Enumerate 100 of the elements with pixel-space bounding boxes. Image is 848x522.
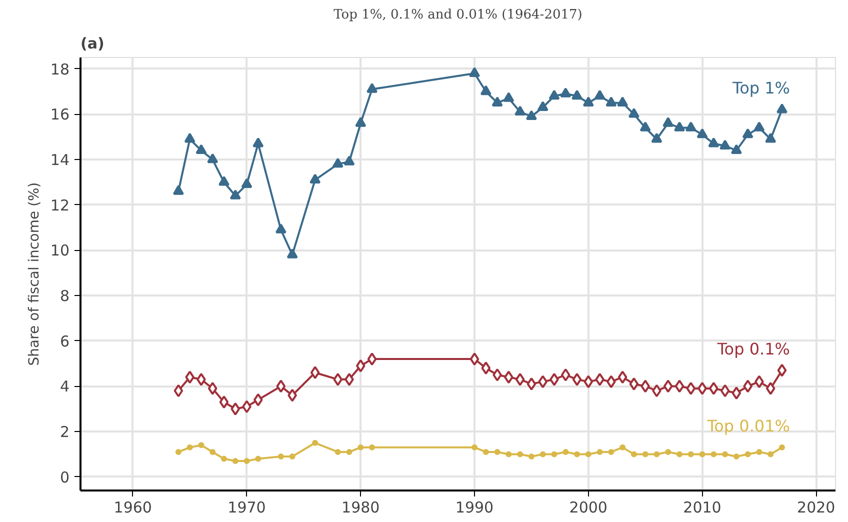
point bbox=[219, 396, 229, 409]
point bbox=[606, 96, 617, 106]
point bbox=[470, 352, 480, 366]
point bbox=[332, 158, 344, 168]
point bbox=[278, 454, 284, 460]
point bbox=[253, 393, 263, 406]
point bbox=[768, 451, 774, 458]
point bbox=[572, 90, 582, 100]
point bbox=[196, 372, 206, 386]
point bbox=[629, 377, 639, 390]
series-label: Top 0.1% bbox=[716, 339, 790, 358]
point bbox=[494, 448, 500, 455]
point bbox=[640, 122, 651, 132]
point bbox=[540, 451, 546, 458]
point bbox=[550, 372, 559, 386]
point bbox=[528, 454, 534, 460]
y-tick-label: 12 bbox=[50, 196, 70, 214]
point bbox=[310, 174, 321, 184]
point bbox=[662, 117, 674, 127]
point bbox=[594, 90, 606, 100]
point bbox=[651, 132, 662, 143]
point bbox=[640, 380, 650, 393]
point bbox=[526, 377, 536, 390]
point bbox=[480, 85, 492, 96]
point bbox=[367, 352, 377, 366]
point bbox=[720, 140, 731, 150]
point bbox=[574, 451, 580, 458]
series-label: Top 0.01% bbox=[706, 416, 790, 436]
point bbox=[754, 375, 764, 388]
point bbox=[333, 372, 343, 386]
point bbox=[654, 451, 660, 458]
point bbox=[358, 444, 364, 450]
point bbox=[778, 444, 785, 450]
point bbox=[255, 456, 262, 462]
point bbox=[276, 380, 286, 393]
point bbox=[244, 458, 250, 464]
point bbox=[685, 122, 696, 132]
y-tick-label: 16 bbox=[50, 106, 70, 124]
y-tick-label: 18 bbox=[50, 60, 70, 78]
point bbox=[538, 375, 548, 388]
y-tick-label: 8 bbox=[60, 287, 70, 306]
point bbox=[696, 128, 708, 138]
point bbox=[730, 144, 742, 154]
x-tick-label: 2010 bbox=[683, 498, 722, 516]
point bbox=[312, 440, 318, 446]
y-tick-label: 4 bbox=[60, 378, 70, 396]
point bbox=[482, 448, 489, 455]
point bbox=[582, 96, 594, 106]
point bbox=[230, 402, 240, 416]
y-tick-label: 2 bbox=[60, 423, 70, 442]
point bbox=[618, 370, 628, 384]
point bbox=[514, 106, 526, 116]
point bbox=[754, 122, 765, 132]
point bbox=[275, 224, 286, 234]
point bbox=[220, 456, 227, 462]
point bbox=[560, 88, 572, 98]
point bbox=[286, 248, 298, 258]
y-axis-title: Share of fiscal income (%) bbox=[26, 182, 42, 366]
point bbox=[506, 451, 512, 458]
point bbox=[469, 67, 480, 77]
point bbox=[232, 458, 238, 464]
point bbox=[492, 96, 503, 106]
point bbox=[663, 380, 673, 393]
point bbox=[676, 451, 682, 458]
x-tick-label: 2020 bbox=[797, 498, 836, 516]
point bbox=[585, 451, 592, 458]
point bbox=[218, 176, 230, 186]
point bbox=[355, 117, 366, 127]
point bbox=[175, 448, 182, 455]
y-tick-label: 6 bbox=[60, 332, 70, 350]
point bbox=[560, 368, 570, 382]
point bbox=[198, 442, 204, 448]
point bbox=[344, 372, 354, 386]
point bbox=[733, 454, 740, 460]
x-tick-label: 1970 bbox=[228, 498, 266, 516]
point bbox=[776, 103, 788, 114]
point bbox=[744, 451, 751, 458]
point bbox=[344, 156, 355, 166]
point bbox=[503, 92, 514, 102]
point bbox=[722, 451, 728, 458]
point bbox=[584, 375, 594, 388]
point bbox=[608, 448, 614, 455]
point bbox=[504, 370, 514, 384]
point bbox=[699, 451, 706, 458]
point bbox=[242, 400, 252, 414]
point bbox=[674, 380, 684, 393]
point bbox=[686, 382, 696, 395]
series-label: Top 1% bbox=[732, 78, 790, 98]
y-tick-label: 0 bbox=[60, 468, 70, 486]
x-tick-label: 2000 bbox=[569, 498, 608, 516]
point bbox=[756, 448, 762, 455]
point bbox=[207, 153, 218, 164]
point bbox=[652, 384, 662, 398]
point bbox=[366, 83, 378, 93]
point bbox=[708, 382, 718, 395]
point bbox=[766, 382, 776, 395]
point bbox=[472, 444, 478, 450]
point bbox=[186, 444, 193, 450]
point bbox=[346, 448, 352, 455]
chart-title: Top 1%, 0.1% and 0.01% (1964-2017) bbox=[334, 8, 582, 22]
